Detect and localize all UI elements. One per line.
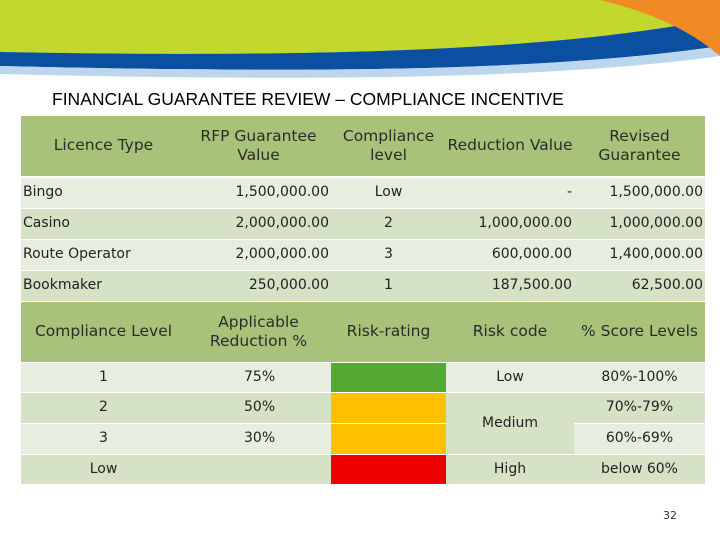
t1-header-rfp-guarantee: RFP Guarantee Value <box>186 116 331 176</box>
t1-row1-reduction: - <box>446 178 574 208</box>
t1-header-compliance-level: Compliance level <box>331 116 446 176</box>
t1-row4-licence: Bookmaker <box>21 271 186 301</box>
t1-row1-licence: Bingo <box>21 178 186 208</box>
t2-score-level-2: 70%-79% <box>574 393 705 423</box>
header-banner <box>0 0 720 78</box>
t2-row4-risk-rating-swatch <box>331 455 446 484</box>
t1-row2-licence: Casino <box>21 209 186 239</box>
t2-score-level-4: below 60% <box>574 455 705 484</box>
t2-row3-risk-rating-swatch <box>331 424 446 454</box>
t2-risk-code-low: Low <box>446 363 574 392</box>
t2-header-compliance-level: Compliance Level <box>21 302 186 362</box>
t1-row3-reduction: 600,000.00 <box>446 240 574 270</box>
t1-row1-rfp: 1,500,000.00 <box>186 178 331 208</box>
t2-score-level-1: 80%-100% <box>574 363 705 392</box>
t2-row4-reduction <box>186 455 331 484</box>
t1-row4-revised: 62,500.00 <box>574 271 705 301</box>
t2-score-level-3: 60%-69% <box>574 424 705 454</box>
page-number: 32 <box>663 509 677 522</box>
t2-header-applicable-reduction: Applicable Reduction % <box>186 302 331 362</box>
t1-row1-revised: 1,500,000.00 <box>574 178 705 208</box>
t1-row3-compliance: 3 <box>331 240 446 270</box>
t1-row3-revised: 1,400,000.00 <box>574 240 705 270</box>
t2-header-risk-rating: Risk-rating <box>331 302 446 362</box>
t1-row1-compliance: Low <box>331 178 446 208</box>
t2-row3-level: 3 <box>21 424 186 454</box>
t2-risk-code-medium: Medium <box>446 393 574 454</box>
t1-row3-licence: Route Operator <box>21 240 186 270</box>
banner-orange-corner <box>600 0 720 56</box>
t2-row1-risk-rating-swatch <box>331 363 446 392</box>
t1-header-revised-guarantee: Revised Guarantee <box>574 116 705 176</box>
t1-row3-rfp: 2,000,000.00 <box>186 240 331 270</box>
t1-row2-compliance: 2 <box>331 209 446 239</box>
t1-row4-reduction: 187,500.00 <box>446 271 574 301</box>
t1-row2-rfp: 2,000,000.00 <box>186 209 331 239</box>
t2-header-risk-code: Risk code <box>446 302 574 362</box>
t2-row1-reduction: 75% <box>186 363 331 392</box>
t2-row2-level: 2 <box>21 393 186 423</box>
t1-row4-compliance: 1 <box>331 271 446 301</box>
t2-risk-code-high: High <box>446 455 574 484</box>
t2-row1-level: 1 <box>21 363 186 392</box>
page-title: FINANCIAL GUARANTEE REVIEW – COMPLIANCE … <box>52 89 564 109</box>
t1-row4-rfp: 250,000.00 <box>186 271 331 301</box>
banner-green-swoosh <box>0 0 720 54</box>
t2-row2-reduction: 50% <box>186 393 331 423</box>
t2-header-score-levels: % Score Levels <box>574 302 705 362</box>
banner-light-blue-stripe <box>0 46 720 78</box>
t2-row3-reduction: 30% <box>186 424 331 454</box>
t1-header-licence-type: Licence Type <box>21 116 186 176</box>
t1-row2-revised: 1,000,000.00 <box>574 209 705 239</box>
banner-blue-stripe <box>0 18 720 70</box>
t2-row4-level: Low <box>21 455 186 484</box>
t1-row2-reduction: 1,000,000.00 <box>446 209 574 239</box>
t2-row2-risk-rating-swatch <box>331 393 446 423</box>
t1-header-reduction-value: Reduction Value <box>446 116 574 176</box>
